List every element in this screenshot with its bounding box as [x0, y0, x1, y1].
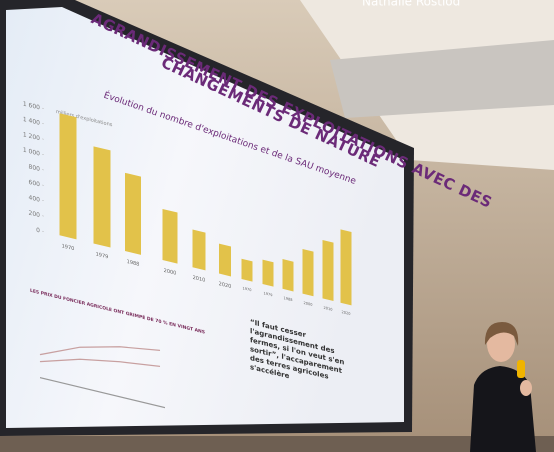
y-tick-label: 0 — [36, 227, 40, 235]
bar — [94, 146, 111, 247]
hand — [520, 380, 532, 396]
bar — [263, 260, 274, 287]
microphone — [517, 360, 525, 378]
bar — [341, 229, 352, 305]
bar — [323, 240, 334, 301]
speaker-name: Nathalie Rostiod — [362, 0, 460, 9]
bar — [125, 173, 141, 255]
bar — [303, 249, 314, 296]
bar — [242, 259, 253, 282]
bar — [163, 209, 178, 264]
photo: Nathalie Rostiod AGRANDISSEMENT DES EXPL… — [0, 0, 554, 452]
body — [470, 366, 536, 452]
bar — [60, 113, 77, 239]
bar — [283, 259, 294, 291]
bar — [219, 244, 231, 277]
bar — [193, 230, 206, 271]
